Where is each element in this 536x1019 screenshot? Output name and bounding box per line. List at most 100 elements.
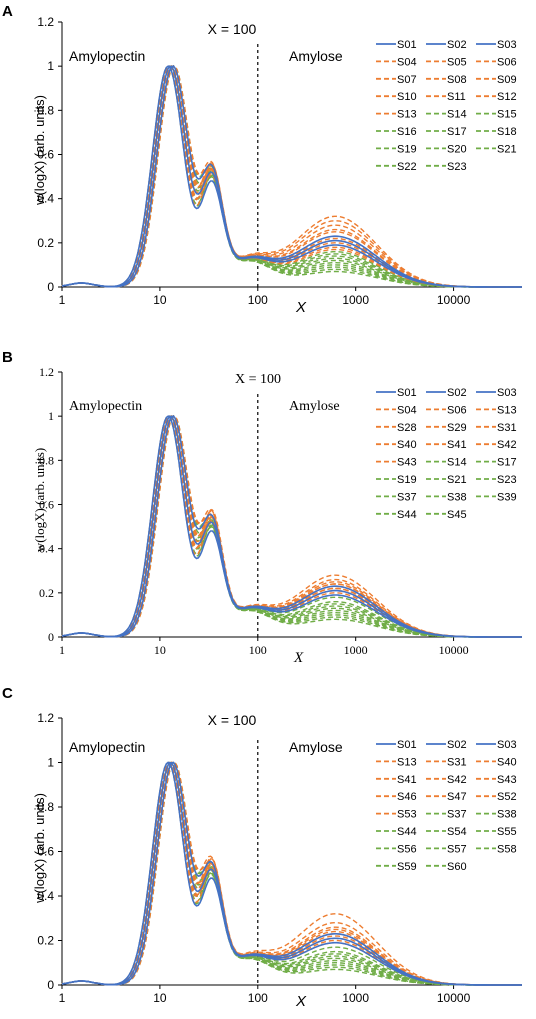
region-label-amylopectin: Amylopectin bbox=[69, 48, 145, 64]
y-tick-label: 1 bbox=[47, 756, 54, 770]
x-tick-label: 1 bbox=[59, 991, 66, 1005]
y-tick-label: 0.6 bbox=[37, 845, 54, 859]
legend-label: S47 bbox=[447, 791, 467, 803]
series-line-s01 bbox=[61, 65, 522, 288]
legend-label: S15 bbox=[497, 109, 517, 121]
legend-label: S43 bbox=[497, 774, 517, 786]
chart-panel-c: C w(logX) (arb. units) Amylopectin Amylo… bbox=[2, 685, 522, 1010]
legend-label: S42 bbox=[447, 774, 467, 786]
legend-label: S40 bbox=[497, 756, 517, 768]
x-tick-label: 1 bbox=[59, 643, 65, 657]
legend-label: S12 bbox=[497, 91, 517, 103]
legend-label: S20 bbox=[447, 143, 467, 155]
legend-label: S11 bbox=[447, 91, 466, 103]
legend-label: S13 bbox=[497, 404, 517, 416]
legend-label: S23 bbox=[447, 161, 467, 173]
legend-label: S54 bbox=[447, 826, 467, 838]
legend-label: S04 bbox=[397, 404, 417, 416]
legend-label: S03 bbox=[497, 739, 517, 751]
legend-label: S08 bbox=[447, 74, 467, 86]
legend: S01 S02 S03 S04 S05 S06 S07 S08 S09 S10 S11 S12 S13 S… bbox=[376, 39, 517, 173]
legend-label: S07 bbox=[397, 74, 417, 86]
y-tick-label: 0.2 bbox=[39, 586, 54, 600]
legend-label: S21 bbox=[447, 474, 467, 486]
legend-label: S37 bbox=[397, 491, 417, 503]
legend-label: S38 bbox=[497, 809, 517, 821]
legend-label: S18 bbox=[497, 126, 517, 138]
panel-label: C bbox=[2, 685, 13, 702]
y-tick-label: 1.2 bbox=[37, 711, 54, 725]
series-line-s01 bbox=[61, 761, 522, 986]
series-line-s01 bbox=[61, 415, 522, 638]
legend-label: S13 bbox=[397, 756, 417, 768]
legend-label: S41 bbox=[397, 774, 417, 786]
x-tick-label: 10000 bbox=[439, 643, 469, 657]
legend-label: S37 bbox=[447, 809, 467, 821]
y-tick-label: 0.6 bbox=[37, 148, 54, 162]
annotation-x100: X = 100 bbox=[208, 712, 257, 728]
legend-label: S31 bbox=[497, 422, 517, 434]
legend-label: S06 bbox=[447, 404, 467, 416]
legend: S01 S02 S03 S04 S06 S13 S28 S29 S31 S40 S41 S42 S43 S… bbox=[376, 387, 517, 521]
region-label-amylopectin: Amylopectin bbox=[69, 739, 145, 755]
legend: S01 S02 S03 S13 S31 S40 S41 S42 S43 S46 S47 S52 S53 S… bbox=[376, 739, 517, 873]
legend-label: S59 bbox=[397, 861, 417, 873]
legend-label: S52 bbox=[497, 791, 517, 803]
legend-label: S03 bbox=[497, 39, 517, 51]
legend-label: S02 bbox=[447, 387, 467, 399]
x-axis-label: X bbox=[295, 299, 307, 316]
x-tick-label: 1000 bbox=[342, 293, 369, 307]
x-tick-label: 10 bbox=[154, 643, 166, 657]
legend-label: S21 bbox=[497, 143, 517, 155]
legend-label: S60 bbox=[447, 861, 467, 873]
y-tick-label: 0.8 bbox=[37, 800, 54, 814]
legend-label: S23 bbox=[497, 474, 517, 486]
legend-label: S16 bbox=[397, 126, 417, 138]
legend-label: S17 bbox=[497, 457, 517, 469]
y-tick-label: 0 bbox=[47, 978, 54, 992]
legend-label: S57 bbox=[447, 843, 467, 855]
legend-label: S42 bbox=[497, 439, 517, 451]
legend-label: S44 bbox=[397, 509, 417, 521]
x-tick-label: 1000 bbox=[344, 643, 368, 657]
legend-label: S53 bbox=[397, 809, 417, 821]
region-label-amylopectin: Amylopectin bbox=[69, 399, 142, 414]
x-axis-label: X bbox=[295, 993, 307, 1010]
series-curves bbox=[61, 415, 522, 638]
legend-label: S02 bbox=[447, 739, 467, 751]
y-tick-label: 0.4 bbox=[37, 889, 54, 903]
series-curves bbox=[61, 65, 522, 288]
y-tick-label: 1.2 bbox=[39, 365, 54, 379]
legend-label: S19 bbox=[397, 143, 417, 155]
legend-label: S04 bbox=[397, 56, 417, 68]
y-tick-label: 0.2 bbox=[37, 934, 54, 948]
legend-label: S13 bbox=[397, 109, 417, 121]
x-tick-label: 1 bbox=[59, 293, 66, 307]
legend-label: S19 bbox=[397, 474, 417, 486]
legend-label: S38 bbox=[447, 491, 467, 503]
legend-label: S09 bbox=[497, 74, 517, 86]
legend-label: S45 bbox=[447, 509, 467, 521]
legend-label: S46 bbox=[397, 791, 417, 803]
panel-label: A bbox=[2, 3, 13, 20]
y-tick-label: 0.4 bbox=[39, 542, 54, 556]
legend-label: S56 bbox=[397, 843, 417, 855]
annotation-x100: X = 100 bbox=[235, 372, 281, 387]
legend-label: S14 bbox=[447, 109, 467, 121]
legend-label: S41 bbox=[447, 439, 467, 451]
y-tick-label: 1 bbox=[47, 59, 54, 73]
legend-label: S58 bbox=[497, 843, 517, 855]
annotation-x100: X = 100 bbox=[208, 21, 257, 37]
chart-panel-a: A w(logX) (arb. units) Amylopectin Amylo… bbox=[2, 3, 522, 316]
legend-label: S28 bbox=[397, 422, 417, 434]
x-tick-label: 10 bbox=[153, 293, 167, 307]
legend-label: S39 bbox=[497, 491, 517, 503]
y-axis-label: w(logX) (arb. units) bbox=[32, 448, 47, 552]
y-tick-label: 0.8 bbox=[39, 453, 54, 467]
axes: 0 0.2 0.4 0.6 0.8 1 1.2 1 10 100 1000 10000 bbox=[37, 15, 522, 307]
x-tick-label: 10 bbox=[153, 991, 167, 1005]
legend-label: S05 bbox=[447, 56, 467, 68]
y-axis-label: w(logX) (arb. units) bbox=[32, 95, 47, 206]
y-tick-label: 0.2 bbox=[37, 236, 54, 250]
y-tick-label: 0.4 bbox=[37, 192, 54, 206]
